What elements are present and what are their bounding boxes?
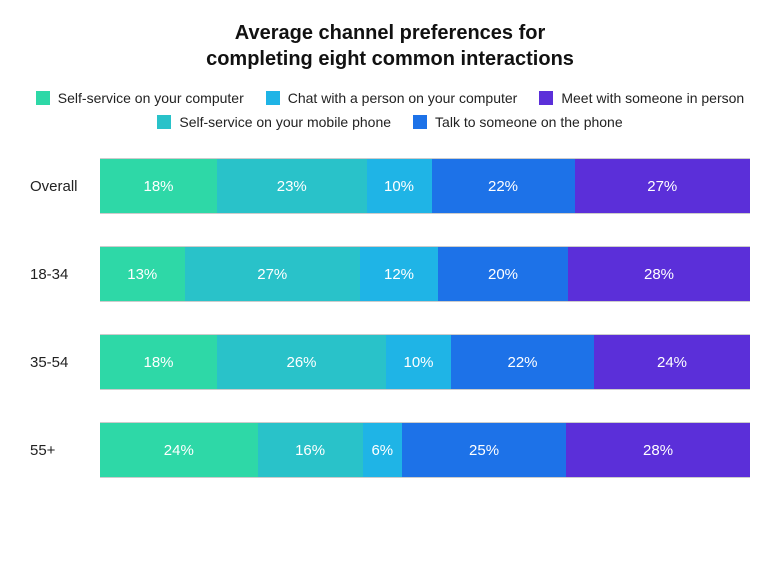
bar-segment: 28% bbox=[568, 247, 750, 301]
legend-swatch bbox=[266, 91, 280, 105]
segment-value: 13% bbox=[127, 266, 157, 283]
chart-title: Average channel preferences for completi… bbox=[30, 20, 750, 72]
row-label: Overall bbox=[30, 178, 100, 195]
bar-row: 18% 23% 10% 22% 27% bbox=[100, 158, 750, 214]
segment-value: 28% bbox=[643, 442, 673, 459]
legend-swatch bbox=[413, 115, 427, 129]
legend-label: Chat with a person on your computer bbox=[288, 90, 518, 106]
segment-value: 25% bbox=[469, 442, 499, 459]
bar-row: 13% 27% 12% 20% 28% bbox=[100, 246, 750, 302]
bar-row: 24% 16% 6% 25% 28% bbox=[100, 422, 750, 478]
bar-segment: 27% bbox=[185, 247, 361, 301]
bar-segment: 10% bbox=[367, 159, 432, 213]
segment-value: 23% bbox=[277, 178, 307, 195]
bar-segment: 13% bbox=[100, 247, 185, 301]
segment-value: 12% bbox=[384, 266, 414, 283]
stacked-bar-chart: Overall 18% 23% 10% 22% 27% 18-34 13% 27% 12% 20% 2… bbox=[30, 158, 750, 478]
segment-value: 18% bbox=[143, 354, 173, 371]
segment-value: 20% bbox=[488, 266, 518, 283]
segment-value: 10% bbox=[403, 354, 433, 371]
segment-value: 6% bbox=[371, 442, 393, 459]
segment-value: 10% bbox=[384, 178, 414, 195]
segment-value: 27% bbox=[257, 266, 287, 283]
legend: Self-service on your computer Chat with a… bbox=[30, 90, 750, 130]
bar-segment: 22% bbox=[451, 335, 594, 389]
bar-segment: 12% bbox=[360, 247, 438, 301]
legend-label: Talk to someone on the phone bbox=[435, 114, 623, 130]
segment-value: 24% bbox=[657, 354, 687, 371]
row-label: 35-54 bbox=[30, 354, 100, 371]
legend-label: Self-service on your computer bbox=[58, 90, 244, 106]
row-label: 18-34 bbox=[30, 266, 100, 283]
segment-value: 28% bbox=[644, 266, 674, 283]
bar-segment: 27% bbox=[575, 159, 751, 213]
legend-item: Self-service on your mobile phone bbox=[157, 114, 391, 130]
bar-segment: 18% bbox=[100, 159, 217, 213]
segment-value: 26% bbox=[286, 354, 316, 371]
bar-segment: 24% bbox=[100, 423, 258, 477]
segment-value: 22% bbox=[507, 354, 537, 371]
bar-row: 18% 26% 10% 22% 24% bbox=[100, 334, 750, 390]
segment-value: 16% bbox=[295, 442, 325, 459]
legend-swatch bbox=[157, 115, 171, 129]
segment-value: 22% bbox=[488, 178, 518, 195]
segment-value: 18% bbox=[143, 178, 173, 195]
bar-segment: 10% bbox=[386, 335, 451, 389]
bar-segment: 24% bbox=[594, 335, 750, 389]
bar-segment: 28% bbox=[566, 423, 750, 477]
legend-item: Self-service on your computer bbox=[36, 90, 244, 106]
bar-segment: 25% bbox=[402, 423, 566, 477]
segment-value: 24% bbox=[164, 442, 194, 459]
legend-swatch bbox=[539, 91, 553, 105]
segment-value: 27% bbox=[647, 178, 677, 195]
bar-segment: 20% bbox=[438, 247, 568, 301]
legend-item: Chat with a person on your computer bbox=[266, 90, 518, 106]
legend-swatch bbox=[36, 91, 50, 105]
legend-item: Meet with someone in person bbox=[539, 90, 744, 106]
row-label: 55+ bbox=[30, 442, 100, 459]
bar-segment: 26% bbox=[217, 335, 386, 389]
bar-segment: 16% bbox=[258, 423, 363, 477]
legend-label: Self-service on your mobile phone bbox=[179, 114, 391, 130]
title-line-2: completing eight common interactions bbox=[206, 48, 574, 70]
legend-item: Talk to someone on the phone bbox=[413, 114, 623, 130]
title-line-1: Average channel preferences for bbox=[235, 22, 546, 44]
bar-segment: 18% bbox=[100, 335, 217, 389]
bar-segment: 22% bbox=[432, 159, 575, 213]
bar-segment: 6% bbox=[363, 423, 402, 477]
legend-label: Meet with someone in person bbox=[561, 90, 744, 106]
bar-segment: 23% bbox=[217, 159, 367, 213]
